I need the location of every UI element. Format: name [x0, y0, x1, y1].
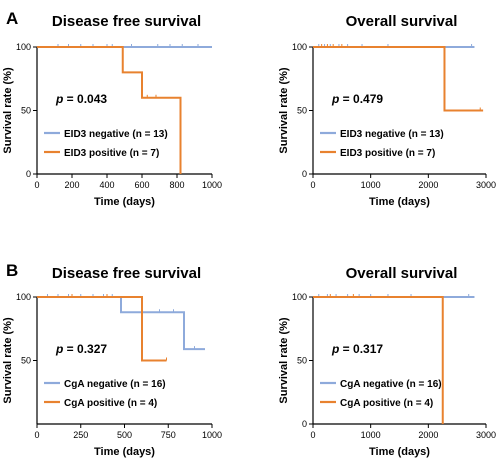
y-tick-label: 100: [292, 292, 307, 302]
p-value: = 0.043: [63, 92, 107, 106]
legend-entry: CgA positive (n = 4): [340, 398, 433, 409]
x-axis-label: Time (days): [94, 446, 155, 458]
x-tick-label: 800: [169, 180, 184, 190]
legend-entry: EID3 negative (n = 13): [64, 129, 168, 140]
p-value: = 0.327: [63, 342, 107, 356]
legend: EID3 negative (n = 13) EID3 positive (n =…: [320, 129, 444, 159]
y-tick-label: 0: [302, 419, 307, 429]
p-value: = 0.479: [339, 92, 383, 106]
panel-letter: B: [6, 261, 18, 280]
y-tick-label: 0: [26, 169, 31, 179]
x-tick-label: 400: [99, 180, 114, 190]
y-tick-label: 0: [302, 169, 307, 179]
p-value-label: p = 0.327: [55, 342, 107, 356]
chart-title: Disease free survival: [52, 13, 201, 30]
p-value-label: p = 0.043: [55, 92, 107, 106]
legend: CgA negative (n = 16) CgA positive (n = 4…: [44, 379, 166, 409]
y-tick-label: 50: [297, 356, 307, 366]
survival-curve-positive: [313, 296, 444, 424]
p-value: = 0.317: [339, 342, 383, 356]
survival-curve-positive: [313, 46, 484, 112]
p-value-label: p = 0.317: [331, 342, 383, 356]
y-axis-label: Survival rate (%): [2, 317, 14, 404]
chart-panel-3: B Disease free survival 0 250 500 750 1000 50 10…: [2, 261, 222, 458]
legend-entry: EID3 positive (n = 7): [64, 148, 159, 159]
x-tick-label: 250: [73, 430, 88, 440]
p-value-label: p = 0.479: [331, 92, 383, 106]
p-symbol: p: [55, 92, 63, 106]
legend-entry: CgA negative (n = 16): [340, 379, 442, 390]
y-tick-label: 50: [21, 106, 31, 116]
x-tick-label: 200: [64, 180, 79, 190]
legend-entry: EID3 positive (n = 7): [340, 148, 435, 159]
survival-curve-positive: [37, 46, 182, 174]
legend-entry: EID3 negative (n = 13): [340, 129, 444, 140]
y-axis-label: Survival rate (%): [278, 67, 290, 154]
survival-curve-positive: [37, 296, 167, 362]
x-tick-label: 0: [310, 180, 315, 190]
y-tick-label: 100: [292, 42, 307, 52]
x-tick-label: 750: [161, 430, 176, 440]
y-tick-label: 100: [16, 292, 31, 302]
x-tick-label: 1000: [361, 430, 381, 440]
x-axis-label: Time (days): [369, 196, 430, 208]
x-axis-label: Time (days): [369, 446, 430, 458]
x-tick-label: 2000: [418, 180, 438, 190]
x-tick-label: 3000: [476, 180, 496, 190]
x-tick-label: 0: [34, 430, 39, 440]
legend: CgA negative (n = 16) CgA positive (n = 4…: [320, 379, 442, 409]
x-tick-label: 3000: [476, 430, 496, 440]
x-tick-label: 500: [117, 430, 132, 440]
y-tick-label: 50: [297, 106, 307, 116]
chart-panel-4: Overall survival 0 1000 2000 3000 0 50 100 Time …: [278, 265, 496, 458]
x-tick-label: 0: [310, 430, 315, 440]
x-tick-label: 1000: [361, 180, 381, 190]
legend-entry: CgA positive (n = 4): [64, 398, 157, 409]
chart-title: Overall survival: [346, 265, 458, 282]
p-symbol: p: [55, 342, 63, 356]
legend: EID3 negative (n = 13) EID3 positive (n =…: [44, 129, 168, 159]
chart-panel-2: Overall survival 0 1000 2000 3000 0 50 100 Time …: [278, 13, 496, 208]
y-axis-label: Survival rate (%): [2, 67, 14, 154]
x-tick-label: 1000: [202, 430, 222, 440]
panel-letter: A: [6, 9, 18, 28]
chart-panel-1: A Disease free survival 0 200 400 600 800 1000 0…: [2, 9, 222, 208]
y-tick-label: 100: [16, 42, 31, 52]
legend-entry: CgA negative (n = 16): [64, 379, 166, 390]
chart-title: Overall survival: [346, 13, 458, 30]
chart-title: Disease free survival: [52, 265, 201, 282]
x-tick-label: 1000: [202, 180, 222, 190]
p-symbol: p: [331, 92, 339, 106]
x-axis-label: Time (days): [94, 196, 155, 208]
x-tick-label: 2000: [418, 430, 438, 440]
p-symbol: p: [331, 342, 339, 356]
x-tick-label: 600: [134, 180, 149, 190]
y-tick-label: 50: [21, 356, 31, 366]
y-axis-label: Survival rate (%): [278, 317, 290, 404]
x-tick-label: 0: [34, 180, 39, 190]
